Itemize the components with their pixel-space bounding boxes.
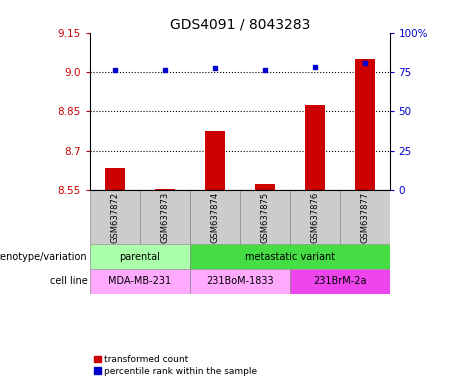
Text: GSM637875: GSM637875: [260, 192, 269, 243]
Bar: [355, 59, 374, 190]
Bar: [90, 245, 190, 269]
Text: GSM637876: GSM637876: [310, 192, 319, 243]
Text: GSM637877: GSM637877: [360, 192, 369, 243]
Bar: [140, 190, 190, 245]
Legend: transformed count, percentile rank within the sample: transformed count, percentile rank withi…: [95, 355, 257, 376]
Text: metastatic variant: metastatic variant: [245, 252, 335, 262]
Bar: [340, 190, 390, 245]
Text: 231BoM-1833: 231BoM-1833: [206, 276, 273, 286]
Bar: [290, 269, 390, 294]
Bar: [205, 131, 225, 190]
Bar: [190, 190, 240, 245]
Bar: [290, 190, 340, 245]
Bar: [190, 269, 290, 294]
Text: MDA-MB-231: MDA-MB-231: [108, 276, 171, 286]
Text: GSM637872: GSM637872: [110, 192, 119, 243]
Text: parental: parental: [119, 252, 160, 262]
Text: GSM637873: GSM637873: [160, 192, 169, 243]
Bar: [190, 245, 390, 269]
Title: GDS4091 / 8043283: GDS4091 / 8043283: [170, 18, 310, 31]
Bar: [240, 190, 290, 245]
Bar: [254, 184, 275, 190]
Bar: [105, 168, 125, 190]
Text: GSM637874: GSM637874: [210, 192, 219, 243]
Bar: [90, 269, 190, 294]
Bar: [90, 190, 140, 245]
Bar: [305, 105, 325, 190]
Text: cell line: cell line: [50, 276, 88, 286]
Text: 231BrM-2a: 231BrM-2a: [313, 276, 366, 286]
Text: genotype/variation: genotype/variation: [0, 252, 88, 262]
Bar: [155, 189, 175, 190]
